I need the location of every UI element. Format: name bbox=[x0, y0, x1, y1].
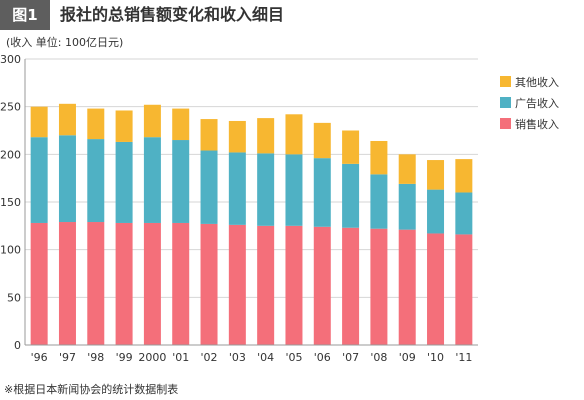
bar-segment-advertising bbox=[257, 153, 275, 226]
bar-segment-sales bbox=[342, 227, 360, 345]
bar-segment-other bbox=[58, 103, 76, 136]
x-tick-label: '01 bbox=[172, 351, 189, 364]
bar-segment-advertising bbox=[228, 152, 246, 225]
bar-segment-advertising bbox=[398, 183, 416, 230]
bar-segment-other bbox=[172, 108, 190, 141]
bar-segment-sales bbox=[427, 233, 445, 345]
bar-segment-advertising bbox=[285, 154, 303, 226]
bar-segment-sales bbox=[30, 222, 48, 345]
x-tick-label: '06 bbox=[314, 351, 331, 364]
y-tick-label: 300 bbox=[0, 53, 21, 66]
bar-segment-other bbox=[455, 159, 473, 193]
bar-segment-other bbox=[313, 122, 331, 159]
bar-segment-advertising bbox=[172, 140, 190, 223]
bar-segment-other bbox=[342, 130, 360, 164]
bar-segment-advertising bbox=[313, 158, 331, 227]
bar-segment-advertising bbox=[143, 137, 161, 223]
bar-segment-sales bbox=[398, 229, 416, 345]
bar-segment-sales bbox=[257, 225, 275, 345]
bar-segment-other bbox=[87, 108, 105, 140]
unit-note: (收入 单位: 100亿日元) bbox=[6, 36, 124, 49]
chart-title: 报社的总销售额变化和收入细目 bbox=[60, 5, 285, 24]
y-tick-label: 150 bbox=[0, 196, 21, 209]
bar-segment-advertising bbox=[58, 135, 76, 223]
x-tick-label: '98 bbox=[87, 351, 104, 364]
y-tick-label: 100 bbox=[0, 244, 21, 257]
bar-segment-advertising bbox=[370, 174, 388, 229]
bar-segment-other bbox=[30, 106, 48, 138]
bar-segment-advertising bbox=[342, 163, 360, 228]
bar-segment-other bbox=[200, 119, 218, 151]
bar-segment-advertising bbox=[30, 137, 48, 223]
bar-segment-sales bbox=[228, 224, 246, 345]
x-tick-label: '11 bbox=[455, 351, 472, 364]
x-tick-label: '07 bbox=[342, 351, 359, 364]
header: 图1 报社的总销售额变化和收入细目 bbox=[0, 0, 584, 30]
legend-swatch bbox=[500, 97, 511, 108]
x-tick-label: '10 bbox=[427, 351, 444, 364]
bar-segment-sales bbox=[58, 222, 76, 345]
bar-segment-other bbox=[370, 140, 388, 175]
bar-segment-advertising bbox=[115, 141, 133, 223]
bar-segment-sales bbox=[115, 222, 133, 345]
x-tick-label: '05 bbox=[285, 351, 302, 364]
bar-segment-sales bbox=[313, 226, 331, 345]
y-tick-label: 0 bbox=[14, 339, 21, 352]
footnote: ※根据日本新闻协会的统计数据制表 bbox=[4, 383, 179, 396]
bar-segment-sales bbox=[370, 228, 388, 345]
x-tick-label: '97 bbox=[59, 351, 76, 364]
figure-badge: 图1 bbox=[0, 0, 50, 30]
legend-swatch bbox=[500, 118, 511, 129]
y-tick-label: 50 bbox=[7, 291, 21, 304]
bar-segment-advertising bbox=[427, 189, 445, 234]
bar-segment-advertising bbox=[455, 192, 473, 235]
x-tick-label: '96 bbox=[31, 351, 48, 364]
bar-segment-other bbox=[257, 118, 275, 154]
bar-segment-sales bbox=[87, 222, 105, 345]
x-tick-label: '04 bbox=[257, 351, 274, 364]
bar-segment-other bbox=[115, 110, 133, 142]
y-tick-label: 250 bbox=[0, 101, 21, 114]
bar-segment-sales bbox=[285, 225, 303, 345]
bar-segment-other bbox=[285, 114, 303, 155]
x-tick-label: '99 bbox=[116, 351, 133, 364]
bar-segment-sales bbox=[143, 222, 161, 345]
x-tick-label: 2000 bbox=[138, 351, 166, 364]
legend-label: 广告收入 bbox=[515, 96, 559, 110]
bar-segment-other bbox=[398, 154, 416, 184]
x-tick-label: '08 bbox=[370, 351, 387, 364]
x-tick-label: '02 bbox=[201, 351, 218, 364]
bar-segment-other bbox=[228, 120, 246, 153]
legend-label: 销售收入 bbox=[515, 117, 559, 131]
legend-swatch bbox=[500, 76, 511, 87]
bar-segment-advertising bbox=[200, 150, 218, 224]
bar-segment-other bbox=[427, 160, 445, 190]
legend-label: 其他收入 bbox=[515, 75, 559, 89]
bar-segment-sales bbox=[200, 223, 218, 345]
bar-segment-sales bbox=[172, 222, 190, 345]
bar-segment-sales bbox=[455, 234, 473, 345]
x-tick-label: '03 bbox=[229, 351, 246, 364]
bar-segment-other bbox=[143, 104, 161, 138]
x-tick-label: '09 bbox=[399, 351, 416, 364]
bar-segment-advertising bbox=[87, 139, 105, 223]
y-tick-label: 200 bbox=[0, 148, 21, 161]
